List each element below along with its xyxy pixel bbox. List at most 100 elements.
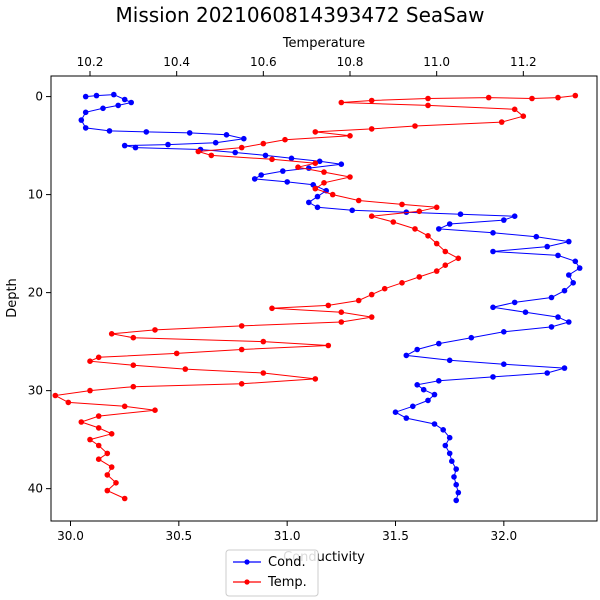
data-point-temp xyxy=(399,280,405,286)
legend: Cond. Temp. xyxy=(225,549,319,597)
data-point-cond xyxy=(457,211,464,217)
data-point-temp xyxy=(95,442,102,449)
data-point-temp xyxy=(108,464,115,470)
data-point-temp xyxy=(312,376,319,382)
data-point-cond xyxy=(232,149,238,156)
data-point-temp xyxy=(108,431,115,437)
top-tick-label: 10.6 xyxy=(250,55,277,69)
data-point-cond xyxy=(314,193,321,200)
data-point-temp xyxy=(433,240,440,247)
data-point-cond xyxy=(446,434,453,441)
data-point-temp xyxy=(173,350,180,357)
y-tick-label: 40 xyxy=(28,482,43,496)
data-point-temp xyxy=(381,285,388,292)
data-point-cond xyxy=(425,397,431,404)
data-point-cond xyxy=(115,102,121,109)
data-point-temp xyxy=(455,255,462,262)
data-point-cond xyxy=(446,357,453,364)
data-point-cond xyxy=(533,233,540,240)
data-point-cond xyxy=(111,91,117,98)
data-point-cond xyxy=(132,144,139,151)
data-point-temp xyxy=(433,204,440,211)
y-tick-label: 30 xyxy=(28,384,43,398)
data-point-cond xyxy=(306,199,312,206)
data-point-temp xyxy=(208,152,215,159)
data-point-temp xyxy=(87,387,93,394)
data-point-temp xyxy=(355,197,362,204)
data-point-temp xyxy=(260,140,267,147)
data-point-cond xyxy=(561,365,568,371)
data-point-cond xyxy=(570,280,576,286)
data-point-cond xyxy=(548,324,555,330)
y-tick-label: 20 xyxy=(28,286,43,300)
data-point-cond xyxy=(572,258,579,265)
y-tick-label: 0 xyxy=(35,90,43,104)
data-point-cond xyxy=(436,378,442,384)
plot-frame xyxy=(50,75,598,522)
data-point-cond xyxy=(403,415,410,421)
data-point-cond xyxy=(501,217,507,223)
top-tick-label: 10.4 xyxy=(163,55,190,69)
data-point-temp xyxy=(130,383,137,390)
data-point-temp xyxy=(338,309,345,316)
legend-label-cond: Cond. xyxy=(268,555,306,570)
data-point-temp xyxy=(325,342,332,349)
data-point-cond xyxy=(241,135,247,142)
data-point-temp xyxy=(321,169,327,175)
data-point-temp xyxy=(312,160,319,166)
data-point-cond xyxy=(223,132,230,138)
data-point-temp xyxy=(121,403,128,410)
data-point-temp xyxy=(238,323,245,329)
data-point-temp xyxy=(104,487,111,494)
data-point-temp xyxy=(260,338,267,345)
plot-background xyxy=(51,76,597,521)
data-point-temp xyxy=(347,133,353,139)
data-point-temp xyxy=(152,407,158,414)
data-point-temp xyxy=(498,119,505,125)
data-point-temp xyxy=(238,144,245,151)
data-point-cond xyxy=(453,497,460,504)
data-point-temp xyxy=(121,495,128,502)
data-point-cond xyxy=(511,213,518,219)
data-point-cond xyxy=(501,329,507,335)
data-point-temp xyxy=(412,226,418,232)
data-point-temp xyxy=(442,248,449,255)
data-point-cond xyxy=(555,252,561,259)
data-point-cond xyxy=(414,346,421,353)
data-point-temp xyxy=(312,129,319,135)
top-tick-label: 11.0 xyxy=(423,55,450,69)
data-point-temp xyxy=(130,334,137,341)
y-tick-label: 10 xyxy=(28,188,43,202)
data-point-temp xyxy=(312,185,319,192)
data-point-temp xyxy=(321,180,327,186)
data-point-temp xyxy=(425,95,431,102)
data-point-cond xyxy=(548,294,555,301)
data-point-temp xyxy=(368,213,375,219)
data-point-temp xyxy=(52,392,59,399)
data-point-temp xyxy=(104,472,111,478)
data-point-cond xyxy=(212,139,219,146)
data-point-cond xyxy=(82,109,89,116)
data-point-cond xyxy=(522,309,529,316)
data-point-cond xyxy=(455,489,462,496)
data-point-temp xyxy=(416,208,423,215)
series-layer xyxy=(52,91,583,504)
data-point-temp xyxy=(329,191,336,198)
data-point-cond xyxy=(561,287,568,294)
data-point-temp xyxy=(104,450,111,457)
data-point-temp xyxy=(295,164,301,170)
data-point-temp xyxy=(238,346,245,353)
data-point-temp xyxy=(347,174,353,180)
data-point-cond xyxy=(449,458,455,465)
data-point-cond xyxy=(93,92,100,99)
y-axis-label: Depth xyxy=(5,278,20,318)
data-point-temp xyxy=(260,370,267,376)
data-point-temp xyxy=(412,123,418,129)
series-temp xyxy=(52,92,579,502)
data-point-temp xyxy=(338,99,345,106)
data-point-cond xyxy=(490,230,496,236)
data-point-cond xyxy=(403,352,410,359)
bottom-tick-label: 30.0 xyxy=(57,529,84,543)
data-point-cond xyxy=(576,265,583,271)
data-point-cond xyxy=(314,204,321,211)
